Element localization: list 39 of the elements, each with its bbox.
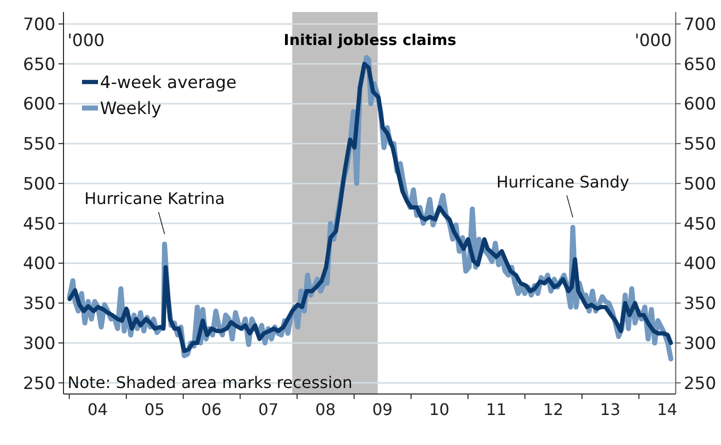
x-tick-label: 04 [87,400,108,419]
y-tick-label: 450 [23,214,56,234]
y-tick-label: 700 [23,14,56,35]
y2-tick-label: 400 [684,254,716,274]
x-tick-label: 14 [656,400,678,419]
x-tick-label: 11 [486,400,506,419]
legend-label: 4-week average [100,72,237,93]
x-tick-label: 12 [543,400,564,419]
y-tick-label: 400 [23,254,56,274]
y-tick-label: 600 [23,94,56,115]
x-tick-label: 06 [201,400,222,419]
y2-tick-label: 500 [684,174,716,194]
y2-axis-title: '000 [634,31,672,51]
y-tick-label: 650 [23,54,56,75]
annotation: Hurricane Sandy [496,172,630,192]
annotation: Note: Shaded area marks recession [68,373,352,392]
y2-tick-label: 250 [684,374,716,394]
x-tick-label: 05 [144,400,165,419]
x-tick-label: 09 [372,400,393,419]
y-tick-label: 350 [23,294,56,314]
text: Initial jobless claims [284,31,456,49]
y-tick-label: 300 [23,334,56,354]
y2-tick-label: 450 [684,214,716,234]
legend-label: Weekly [100,98,162,119]
y2-tick-label: 700 [684,14,716,35]
y2-tick-label: 550 [684,134,716,155]
y2-tick-label: 600 [684,94,716,115]
y2-tick-label: 300 [684,334,716,354]
annotation: Hurricane Katrina [84,189,225,208]
y-tick-label: 500 [23,174,56,194]
y2-tick-label: 650 [684,54,716,75]
y-tick-label: 550 [23,134,56,155]
y-axis-title: '000 [68,31,105,51]
y-tick-label: 250 [23,374,56,394]
x-tick-label: 10 [429,400,450,419]
x-tick-label: 13 [600,400,620,419]
y2-tick-label: 350 [684,294,716,314]
x-tick-label: 07 [258,400,279,419]
x-tick-label: 08 [315,400,336,419]
